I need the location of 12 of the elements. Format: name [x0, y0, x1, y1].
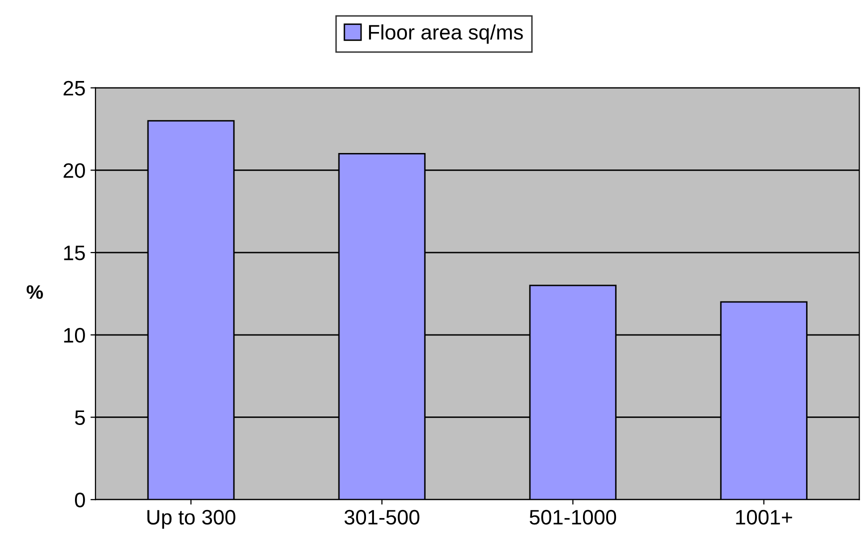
x-tick-label: 301-500	[344, 510, 420, 525]
x-tick-label: 1001+	[736, 510, 792, 525]
legend-label: Floor area sq/ms	[369, 24, 523, 44]
y-tick-label: 0	[74, 492, 85, 508]
y-tick-label: 15	[64, 246, 85, 260]
y-tick-label: 10	[64, 328, 85, 343]
y-tick-label: 20	[64, 163, 85, 178]
x-tick-label: Up to 300	[147, 510, 236, 529]
y-tick-label: 25	[64, 80, 85, 96]
y-axis-title: %	[26, 285, 43, 299]
x-tick-label: 501-1000	[530, 510, 616, 525]
y-tick-label: 5	[75, 410, 85, 425]
